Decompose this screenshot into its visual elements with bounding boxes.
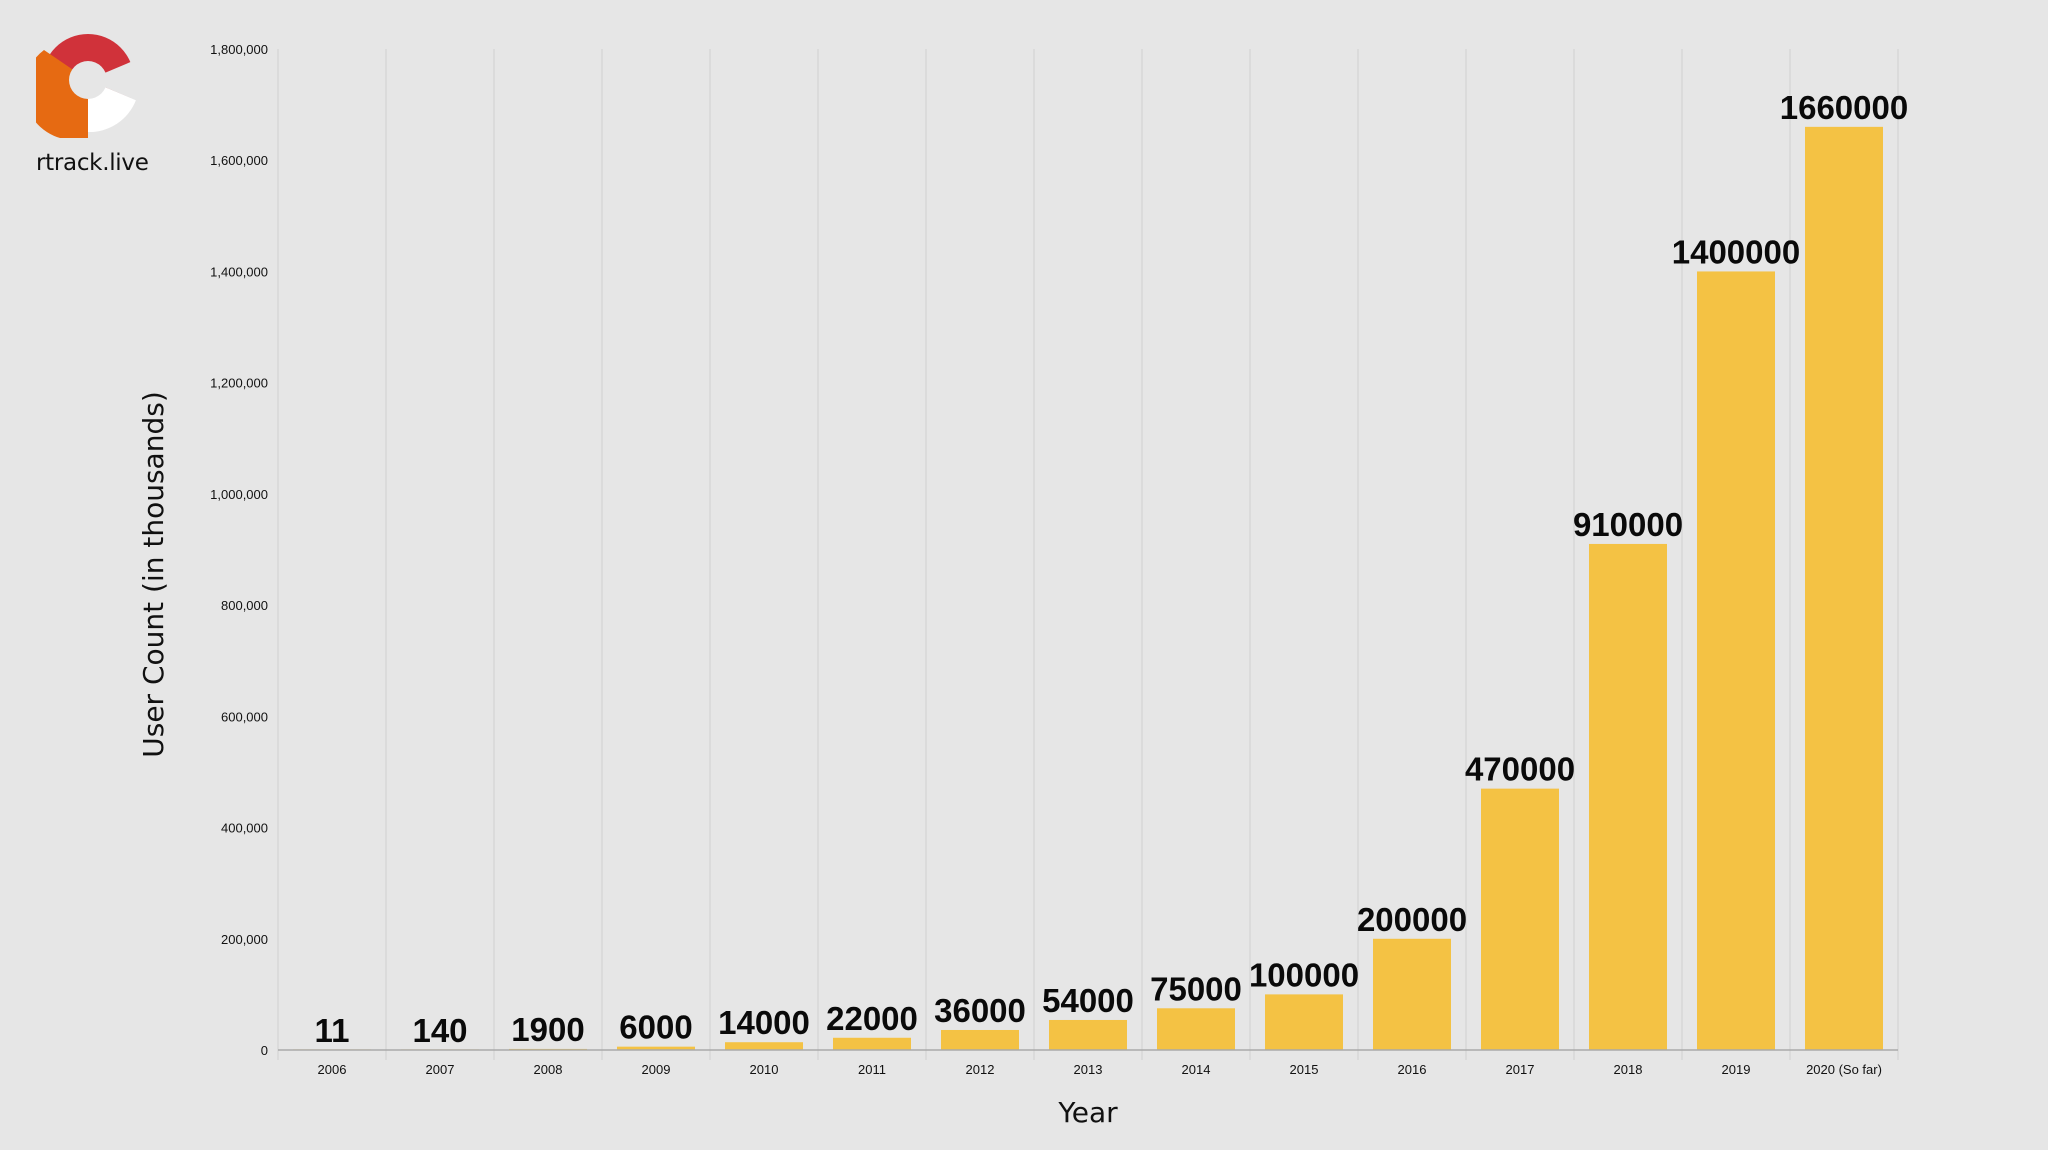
data-label: 470000	[1465, 751, 1575, 788]
data-label: 1900	[511, 1011, 584, 1048]
x-tick-label: 2015	[1290, 1062, 1319, 1077]
x-tick-label: 2013	[1074, 1062, 1103, 1077]
data-label: 1660000	[1780, 89, 1908, 126]
axes: 0 200,000 400,000 600,000 800,000 1,000,000 1,…	[210, 42, 1898, 1077]
x-tick-label: 2018	[1614, 1062, 1643, 1077]
x-tick-label: 2010	[750, 1062, 779, 1077]
bar	[1157, 1008, 1235, 1050]
x-tick-label: 2007	[426, 1062, 455, 1077]
y-tick-label: 200,000	[221, 932, 268, 947]
bar	[941, 1029, 1019, 1050]
y-tick-label: 0	[261, 1043, 268, 1058]
data-label: 54000	[1042, 982, 1134, 1019]
x-axis-title: Year	[1057, 1096, 1118, 1129]
y-tick-label: 600,000	[221, 709, 268, 724]
x-tick-label: 2019	[1722, 1062, 1751, 1077]
bar	[1697, 271, 1775, 1050]
data-label: 100000	[1249, 956, 1359, 993]
data-label: 75000	[1150, 970, 1242, 1007]
data-label: 140	[412, 1012, 467, 1049]
y-tick-label: 1,800,000	[210, 42, 268, 57]
gridlines	[277, 49, 1899, 1060]
x-tick-label: 2011	[858, 1062, 886, 1077]
data-label: 6000	[619, 1009, 692, 1046]
data-label: 22000	[826, 1000, 918, 1037]
bar	[1373, 938, 1451, 1050]
data-label: 11	[315, 1012, 350, 1049]
data-label: 1400000	[1672, 233, 1800, 270]
x-tick-label: 2008	[534, 1062, 563, 1077]
x-tick-label: 2016	[1398, 1062, 1427, 1077]
y-axis-title: User Count (in thousands)	[137, 391, 170, 758]
bar	[1805, 126, 1883, 1051]
logo-mouth	[88, 58, 140, 102]
x-tick-label: 2012	[966, 1062, 995, 1077]
data-label: 36000	[934, 992, 1026, 1029]
y-tick-label: 1,000,000	[210, 487, 268, 502]
bar	[617, 1046, 695, 1050]
x-tick-label: 2014	[1182, 1062, 1211, 1077]
x-tick-label: 2009	[642, 1062, 671, 1077]
brand-logo: rtrack.live	[28, 28, 149, 188]
y-tick-label: 1,600,000	[210, 153, 268, 168]
x-tick-label: 2020 (So far)	[1806, 1062, 1882, 1077]
site-name: rtrack.live	[36, 150, 149, 176]
bar	[1265, 994, 1343, 1050]
data-label: 910000	[1573, 506, 1683, 543]
bar	[725, 1042, 803, 1050]
data-label: 200000	[1357, 901, 1467, 938]
y-tick-label: 800,000	[221, 598, 268, 613]
bar	[1589, 543, 1667, 1050]
y-tick-label: 1,200,000	[210, 376, 268, 391]
data-labels: 11 140 1900 6000 14000 22000 36000 54000 75000 10…	[315, 89, 1909, 1049]
bar	[833, 1037, 911, 1050]
y-tick-label: 1,400,000	[210, 264, 268, 279]
x-tick-label: 2006	[318, 1062, 347, 1077]
y-tick-label: 400,000	[221, 821, 268, 836]
data-label: 14000	[718, 1004, 810, 1041]
bar	[1481, 788, 1559, 1050]
logo-c-icon	[36, 34, 140, 138]
x-tick-label: 2017	[1506, 1062, 1535, 1077]
bars	[293, 126, 1883, 1051]
bar	[1049, 1019, 1127, 1050]
